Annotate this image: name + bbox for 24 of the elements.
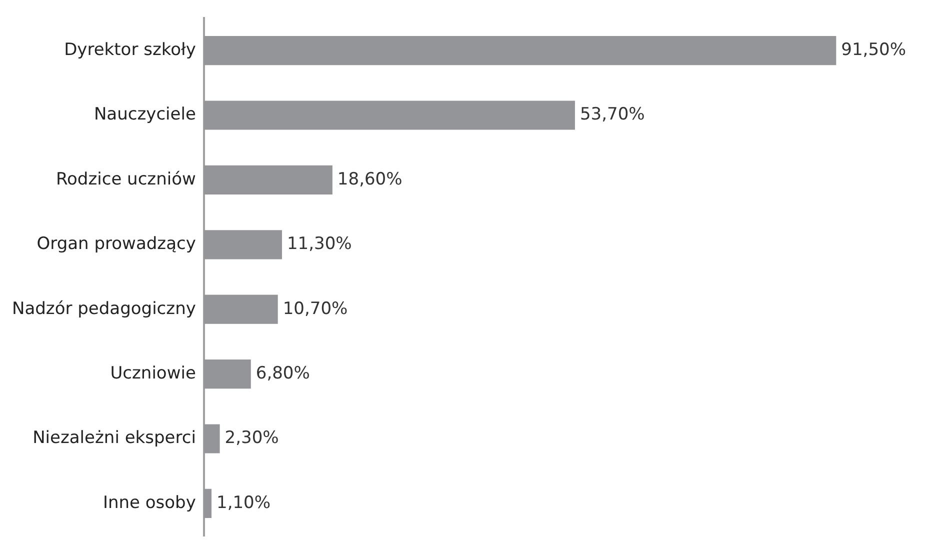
- data-label: 10,70%: [282, 298, 348, 319]
- bar: [204, 424, 220, 454]
- bar: [204, 36, 836, 66]
- y-tick-label: Inne osoby: [102, 492, 196, 513]
- y-tick-label: Nadzór pedagogiczny: [12, 298, 196, 319]
- y-tick-label: Uczniowie: [110, 363, 196, 384]
- y-tick-label: Nauczyciele: [94, 104, 196, 125]
- data-label: 91,50%: [841, 40, 906, 60]
- bar: [204, 100, 575, 130]
- y-tick-label: Niezależni eksperci: [32, 428, 196, 448]
- data-label: 1,10%: [216, 492, 271, 513]
- y-tick-label: Organ prowadzący: [36, 234, 196, 254]
- bar: [204, 165, 332, 195]
- data-label: 6,80%: [256, 363, 310, 384]
- data-label: 18,60%: [337, 169, 402, 190]
- bar: [204, 488, 212, 518]
- data-label: 53,70%: [580, 104, 645, 125]
- data-label: 2,30%: [224, 428, 279, 448]
- y-tick-label: Rodzice uczniów: [56, 169, 196, 190]
- bar: [204, 359, 251, 389]
- bar: [204, 294, 278, 324]
- y-tick-label: Dyrektor szkoły: [64, 40, 196, 60]
- bar: [204, 230, 282, 260]
- data-label: 11,30%: [286, 234, 352, 254]
